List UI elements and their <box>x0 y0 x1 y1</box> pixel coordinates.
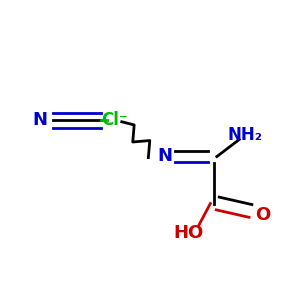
Text: NH₂: NH₂ <box>228 126 262 144</box>
Text: O: O <box>255 206 271 224</box>
Text: N: N <box>158 147 172 165</box>
Text: HO: HO <box>173 224 204 242</box>
Text: Cl⁻: Cl⁻ <box>101 111 128 129</box>
Text: N: N <box>32 111 47 129</box>
